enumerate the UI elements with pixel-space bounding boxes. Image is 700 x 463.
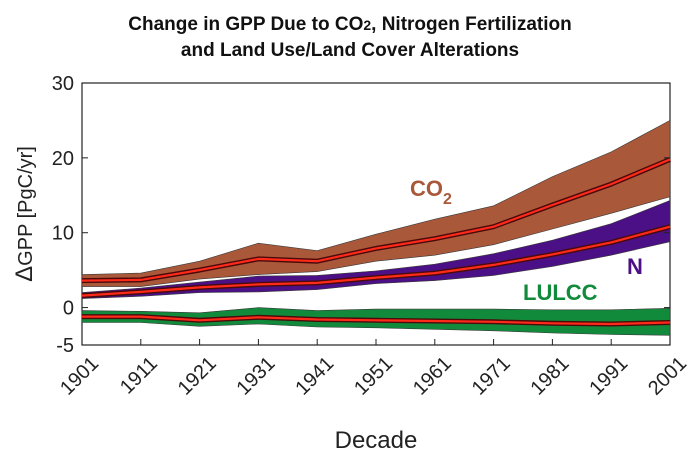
- chart-title-subscript: 2: [363, 17, 372, 33]
- series-mean-lines: [81, 157, 671, 327]
- series-label-lulcc: LULCC: [523, 280, 598, 305]
- x-tick-label: 1971: [468, 353, 515, 400]
- mean-line-co2: [81, 158, 671, 282]
- x-tick-label: 1981: [527, 353, 574, 400]
- x-tick-label: 1921: [174, 353, 221, 400]
- y-tick-label: 20: [52, 148, 74, 170]
- series-label-n: N: [627, 254, 643, 279]
- series-label-co2-main: CO: [410, 176, 443, 201]
- x-tick-label: 1941: [291, 353, 338, 400]
- y-tick-label: 30: [52, 73, 74, 95]
- series-label-co2: CO2: [410, 176, 452, 208]
- x-axis-title: Decade: [335, 427, 418, 454]
- mean-line-lulcc: [82, 315, 671, 326]
- y-axis-title: ΔGPP [PgC/yr]: [11, 146, 38, 282]
- chart-title-post: , Nitrogen Fertilization: [371, 14, 572, 35]
- x-tick-label: 2001: [644, 353, 691, 400]
- mean-line-n: [81, 225, 671, 297]
- x-tick-label: 1961: [409, 353, 456, 400]
- y-tick-label: 10: [52, 223, 74, 245]
- chart-title-line1: Change in GPP Due to CO2, Nitrogen Ferti…: [0, 14, 700, 36]
- band-co2: [81, 119, 671, 287]
- y-tick-label: 0: [63, 298, 74, 320]
- x-tick-label: 1931: [233, 353, 280, 400]
- x-tick-label: 1911: [116, 353, 162, 399]
- x-tick-label: 1901: [56, 353, 103, 400]
- x-tick-label: 1991: [585, 353, 632, 400]
- series-label-co2-sub: 2: [443, 191, 452, 208]
- chart-title-line2: and Land Use/Land Cover Alterations: [180, 40, 520, 61]
- y-tick-label: -5: [56, 335, 74, 357]
- y-axis-title-text: GPP [PgC/yr]: [15, 146, 37, 266]
- y-axis-title-delta: Δ: [11, 266, 38, 282]
- chart-title-pre: Change in GPP Due to CO: [128, 14, 364, 35]
- x-tick-label: 1951: [350, 353, 397, 400]
